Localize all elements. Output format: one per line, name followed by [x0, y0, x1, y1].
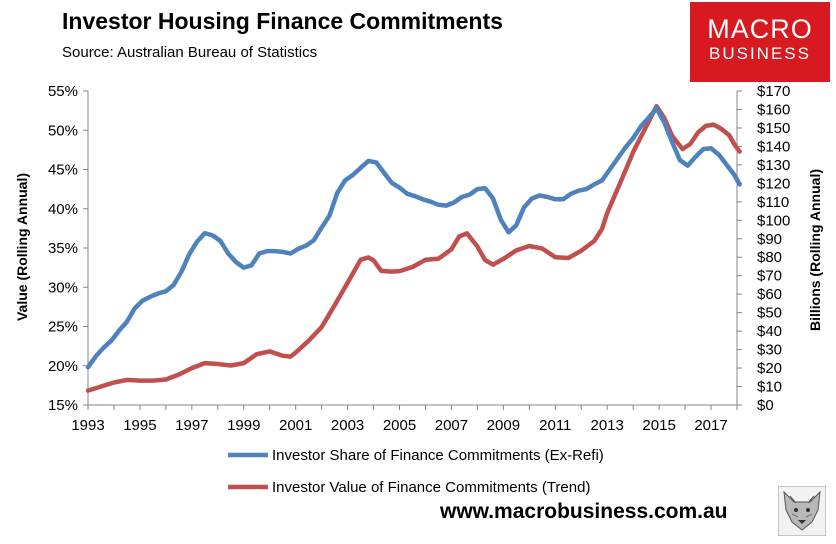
left-tick-label: 40% [48, 201, 78, 218]
x-tick-label: 2011 [539, 417, 571, 434]
right-tick-label: $10 [757, 379, 782, 396]
x-tick-label: 2015 [642, 417, 675, 434]
x-tick-label: 2003 [331, 417, 364, 434]
series-line-investor-share [85, 106, 742, 370]
right-tick-label: $80 [757, 249, 782, 266]
left-tick-label: 15% [48, 397, 78, 414]
series-layer [85, 104, 742, 393]
right-tick-label: $120 [757, 175, 790, 192]
x-tick-label: 2007 [435, 417, 468, 434]
left-tick-label: 20% [48, 358, 78, 375]
legend-label: Investor Value of Finance Commitments (T… [272, 479, 590, 496]
right-y-axis: $0$10 $20$30 $40$50 $60$70 $80$90 $100$110 $12… [736, 83, 790, 414]
right-tick-label: $130 [757, 157, 790, 174]
x-tick-label: 2013 [591, 417, 624, 434]
left-y-axis: 15% 20% 25% 30% 35% 40% 45% 50% 55% [48, 83, 89, 414]
right-tick-label: $60 [757, 286, 782, 303]
x-tick-label: 1997 [175, 417, 208, 434]
footer-url[interactable]: www.macrobusiness.com.au [440, 500, 728, 523]
macrobusiness-logo: MACRO BUSINESS [690, 2, 830, 82]
x-tick-label: 2009 [487, 417, 520, 434]
right-tick-label: $30 [757, 342, 782, 359]
right-tick-label: $0 [757, 397, 774, 414]
x-axis: 1993 1995 1997 1999 2001 2003 2005 2007 2009 2011… [71, 404, 738, 434]
right-tick-label: $20 [757, 360, 782, 377]
logo-text-macro: MACRO [707, 14, 813, 44]
legend-label: Investor Share of Finance Commitments (E… [272, 447, 604, 464]
right-tick-label: $150 [757, 120, 790, 137]
left-tick-label: 45% [48, 162, 78, 179]
series-line-investor-value [85, 104, 742, 393]
right-tick-label: $50 [757, 305, 782, 322]
x-tick-label: 1995 [123, 417, 156, 434]
y-axis-label-left: Value (Rolling Annual) [14, 173, 30, 321]
right-tick-label: $90 [757, 231, 782, 248]
y-axis-label-right: Billions (Rolling Annual) [807, 169, 823, 331]
x-tick-label: 2005 [383, 417, 416, 434]
wolf-mascot-icon [778, 486, 826, 536]
right-tick-label: $40 [757, 323, 782, 340]
right-tick-label: $140 [757, 138, 790, 155]
chart-title: Investor Housing Finance Commitments [62, 8, 503, 34]
left-tick-label: 25% [48, 319, 78, 336]
left-tick-label: 30% [48, 279, 78, 296]
right-tick-label: $110 [757, 194, 789, 211]
x-tick-label: 1993 [71, 417, 104, 434]
legend: Investor Share of Finance Commitments (E… [228, 447, 604, 496]
right-tick-label: $160 [757, 101, 790, 118]
x-tick-label: 2001 [279, 417, 312, 434]
right-tick-label: $70 [757, 268, 782, 285]
logo-text-business: BUSINESS [709, 44, 811, 63]
left-tick-label: 55% [48, 83, 78, 100]
right-tick-label: $170 [757, 83, 790, 100]
right-tick-label: $100 [757, 212, 790, 229]
x-tick-label: 2017 [694, 417, 727, 434]
left-tick-label: 50% [48, 122, 78, 139]
x-tick-label: 1999 [227, 417, 260, 434]
chart-subtitle: Source: Australian Bureau of Statistics [62, 44, 318, 61]
left-tick-label: 35% [48, 240, 78, 257]
